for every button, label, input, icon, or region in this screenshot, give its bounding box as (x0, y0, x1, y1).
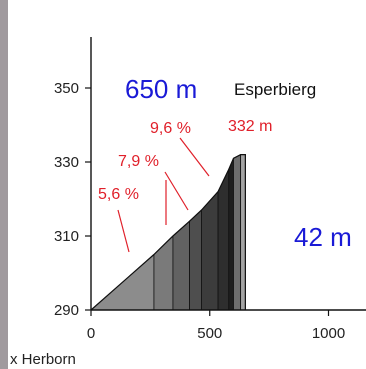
y-tick-label: 290 (54, 302, 79, 319)
elevation-chart: 290 310 330 350 0 500 1000 650 m Esperbierg 9… (10, 37, 366, 368)
x-ticks: 0 500 1000 (87, 310, 345, 342)
y-tick-label: 350 (54, 80, 79, 97)
profile-segment (233, 153, 242, 311)
y-ticks: 290 310 330 350 (54, 80, 91, 319)
gradient-label-3: 5,6 % (98, 186, 139, 203)
profile-segment (189, 209, 202, 311)
y-tick-label: 310 (54, 228, 79, 245)
profile-segment (153, 235, 174, 311)
x-tick-label: 0 (87, 325, 95, 342)
profile-segment (240, 154, 246, 311)
x-axis-label: x Herborn (10, 351, 76, 368)
profile-segment (228, 158, 234, 311)
summit-label: Esperbierg (234, 80, 316, 99)
gradient-leader-max (179, 137, 210, 177)
y-tick-label: 330 (54, 154, 79, 171)
x-tick-label: 1000 (312, 325, 345, 342)
profile-outline (90, 154, 246, 311)
height-gain-label: 42 m (294, 222, 352, 252)
gradient-label-2: 7,9 % (118, 153, 159, 170)
gradient-leader-3 (117, 209, 130, 253)
chart-panel: 290 310 330 350 0 500 1000 650 m Esperbierg 9… (8, 0, 366, 369)
length-label: 650 m (125, 74, 197, 104)
profile-segment (217, 169, 230, 311)
x-tick-label: 500 (197, 325, 222, 342)
elevation-label: 332 m (228, 118, 272, 135)
gradient-leader-2 (164, 171, 189, 211)
gradient-label-max: 9,6 % (150, 120, 191, 137)
profile-segment (201, 190, 219, 311)
